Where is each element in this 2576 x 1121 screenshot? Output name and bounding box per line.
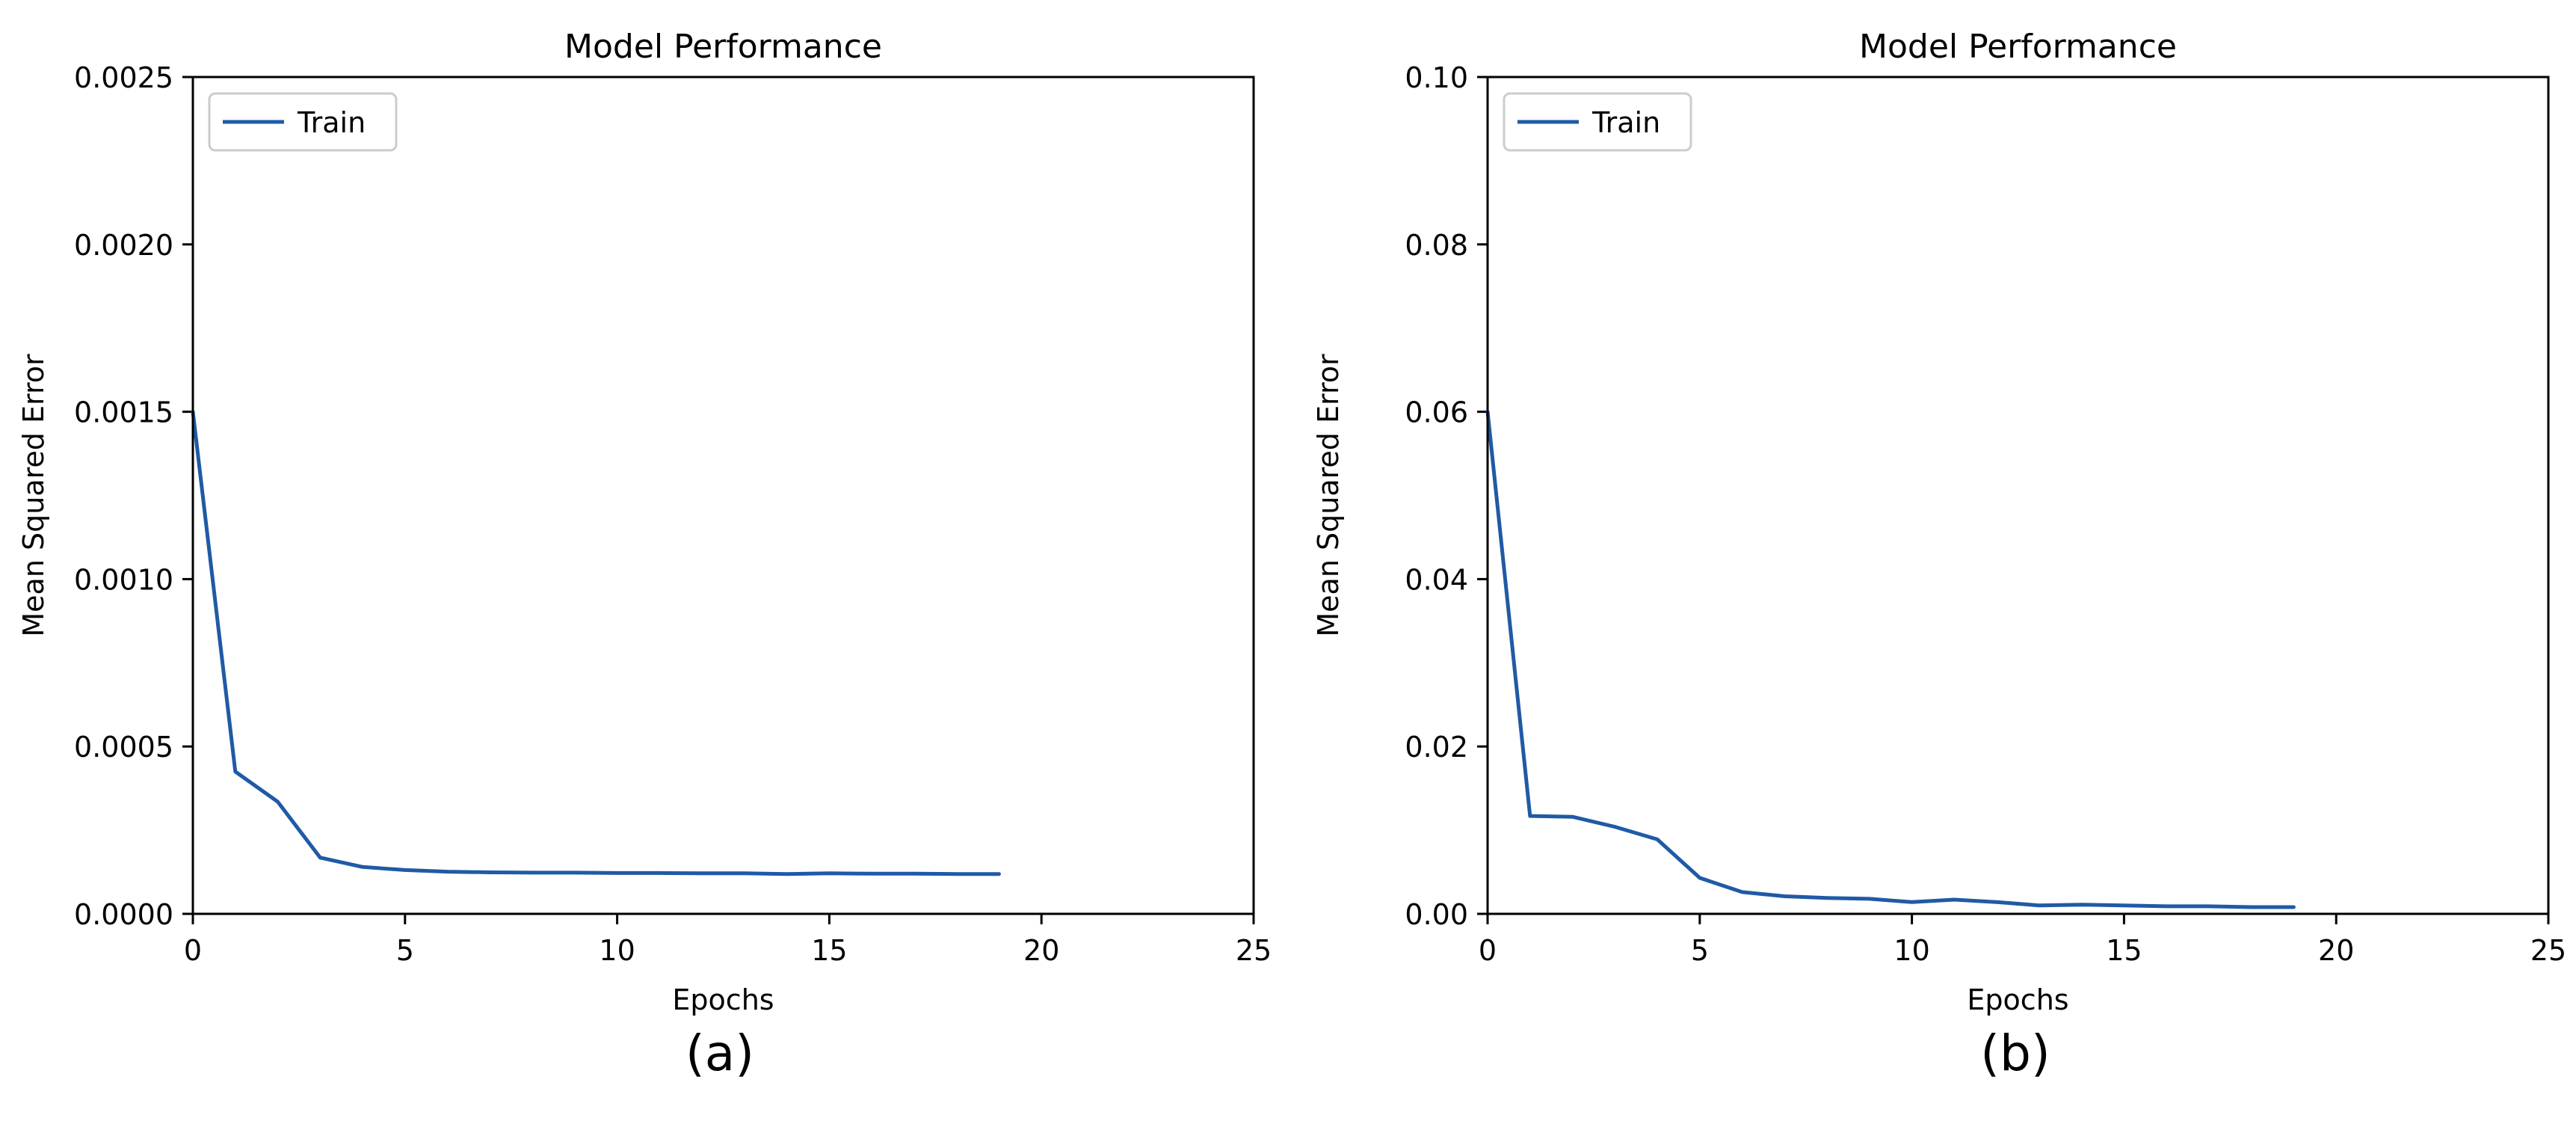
chart-a-plot-area [191,76,1255,915]
chart-a-data-point [531,871,534,874]
chart-b-data-point [2122,904,2125,907]
chart-b-x-tick-label: 0 [1479,934,1497,967]
chart-a-x-tick-label: 10 [599,934,635,967]
chart-a-y-tick-label: 0.0015 [74,396,173,429]
chart-b-title: Model Performance [1859,28,2177,66]
chart-b-data-point [1656,838,1659,841]
chart-a-data-point [997,873,1000,876]
chart-b-x-tick-label: 5 [1691,934,1709,967]
chart-b-data-point [1868,897,1871,900]
chart-b-data-point [1613,826,1616,829]
chart-a-data-point [404,868,407,871]
chart-a-x-tick-label: 0 [184,934,202,967]
chart-b-y-tick-label: 0.00 [1405,898,1468,931]
chart-b-data-point [2207,905,2210,908]
chart-b-y-tick-label: 0.08 [1405,229,1468,262]
chart-b-data-point [1825,897,1828,900]
chart-b-x-tick-label: 20 [2318,934,2354,967]
chart-b-data-point [2165,905,2168,908]
chart-b-plot-area [1486,76,2550,915]
chart-b-data-point [1783,895,1786,898]
chart-b-data-point [1571,815,1574,818]
chart-a-legend-label: Train [297,106,366,139]
chart-b-data-point [1953,898,1956,901]
chart-b-data-point [1741,891,1744,894]
chart-a-x-tick-label: 15 [811,934,847,967]
chart-b-x-axis-label: Epochs [1967,983,2068,1016]
chart-b-data-point [1911,900,1914,903]
chart-a-x-axis-label: Epochs [672,983,774,1016]
chart-a-title: Model Performance [564,28,882,66]
chart-a-data-point [913,872,916,875]
chart-b-data-point [1995,900,1998,903]
chart-b-data-point [2250,906,2253,909]
chart-b-data-point [2080,903,2083,906]
chart-b-data-point [2292,906,2295,909]
panel-caption-a: (a) [685,1025,754,1082]
chart-b-x-tick-label: 15 [2106,934,2142,967]
chart-b-y-tick-label: 0.04 [1405,563,1468,596]
chart-a-y-tick-label: 0.0020 [74,229,173,262]
chart-a-y-tick-label: 0.0005 [74,731,173,764]
chart-a-data-point [277,800,280,803]
chart-a-data-point [743,872,746,875]
chart-b-y-tick-label: 0.10 [1405,61,1468,94]
chart-a-data-point [488,870,491,873]
chart-a-series-train-line [191,410,1001,876]
chart-a-y-tick-label: 0.0000 [74,898,173,931]
chart-a-data-point [828,872,831,875]
chart-b-y-tick-label: 0.06 [1405,396,1468,429]
chart-b-data-point [1529,814,1532,817]
chart-a-data-point [361,865,364,868]
chart-a-y-tick-label: 0.0010 [74,563,173,596]
chart-b-data-point [2038,904,2041,907]
chart-a-x-tick-label: 20 [1023,934,1059,967]
chart-a-data-point [573,871,576,874]
chart-a-data-point [786,873,789,876]
chart-a-data-point [318,856,321,859]
chart-a-y-axis-label: Mean Squared Error [17,354,50,637]
chart-b-legend [1503,92,1692,152]
chart-a-data-point [446,870,449,873]
chart-b-series-train-line [1485,410,2296,909]
chart-b-y-tick-label: 0.02 [1405,731,1468,764]
chart-a-x-tick-label: 25 [1236,934,1272,967]
chart-a-data-point [658,871,661,874]
chart-a-x-tick-label: 5 [396,934,414,967]
chart-a-data-point [955,873,958,876]
chart-b-x-tick-label: 10 [1894,934,1929,967]
chart-a-data-point [234,770,237,773]
panel-caption-b: (b) [1980,1025,2050,1082]
chart-a-y-tick-label: 0.0025 [74,61,173,94]
chart-a-data-point [870,872,873,875]
chart-b-y-axis-label: Mean Squared Error [1312,354,1345,637]
chart-b-x-tick-label: 25 [2530,934,2566,967]
chart-a-legend [208,92,398,152]
chart-a-data-point [700,872,703,875]
chart-b-data-point [1698,876,1701,879]
chart-b-legend-label: Train [1591,106,1660,139]
chart-a-data-point [616,871,619,874]
